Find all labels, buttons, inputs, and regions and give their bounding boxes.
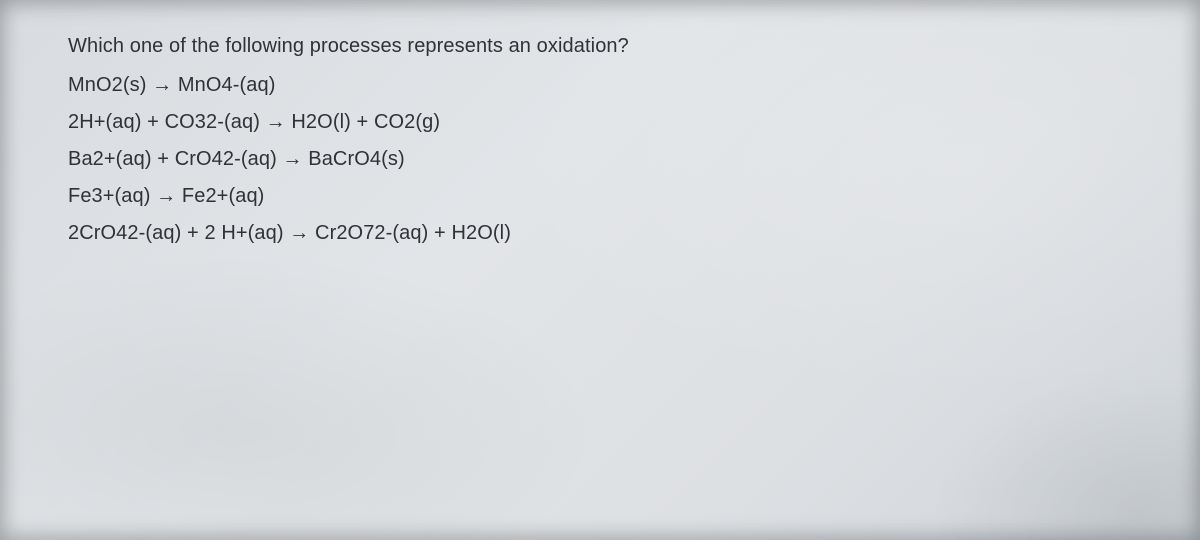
option-2: 2H+(aq) + CO32-(aq) → H2O(l) + CO2(g) [68,104,1140,141]
question-block: Which one of the following processes rep… [0,0,1200,252]
option-1: MnO2(s) → MnO4-(aq) [68,67,1140,104]
question-text: Which one of the following processes rep… [68,28,1140,65]
option-5: 2CrO42-(aq) + 2 H+(aq) → Cr2O72-(aq) + H… [68,215,1140,252]
option-4: Fe3+(aq) → Fe2+(aq) [68,178,1140,215]
option-3: Ba2+(aq) + CrO42-(aq) → BaCrO4(s) [68,141,1140,178]
